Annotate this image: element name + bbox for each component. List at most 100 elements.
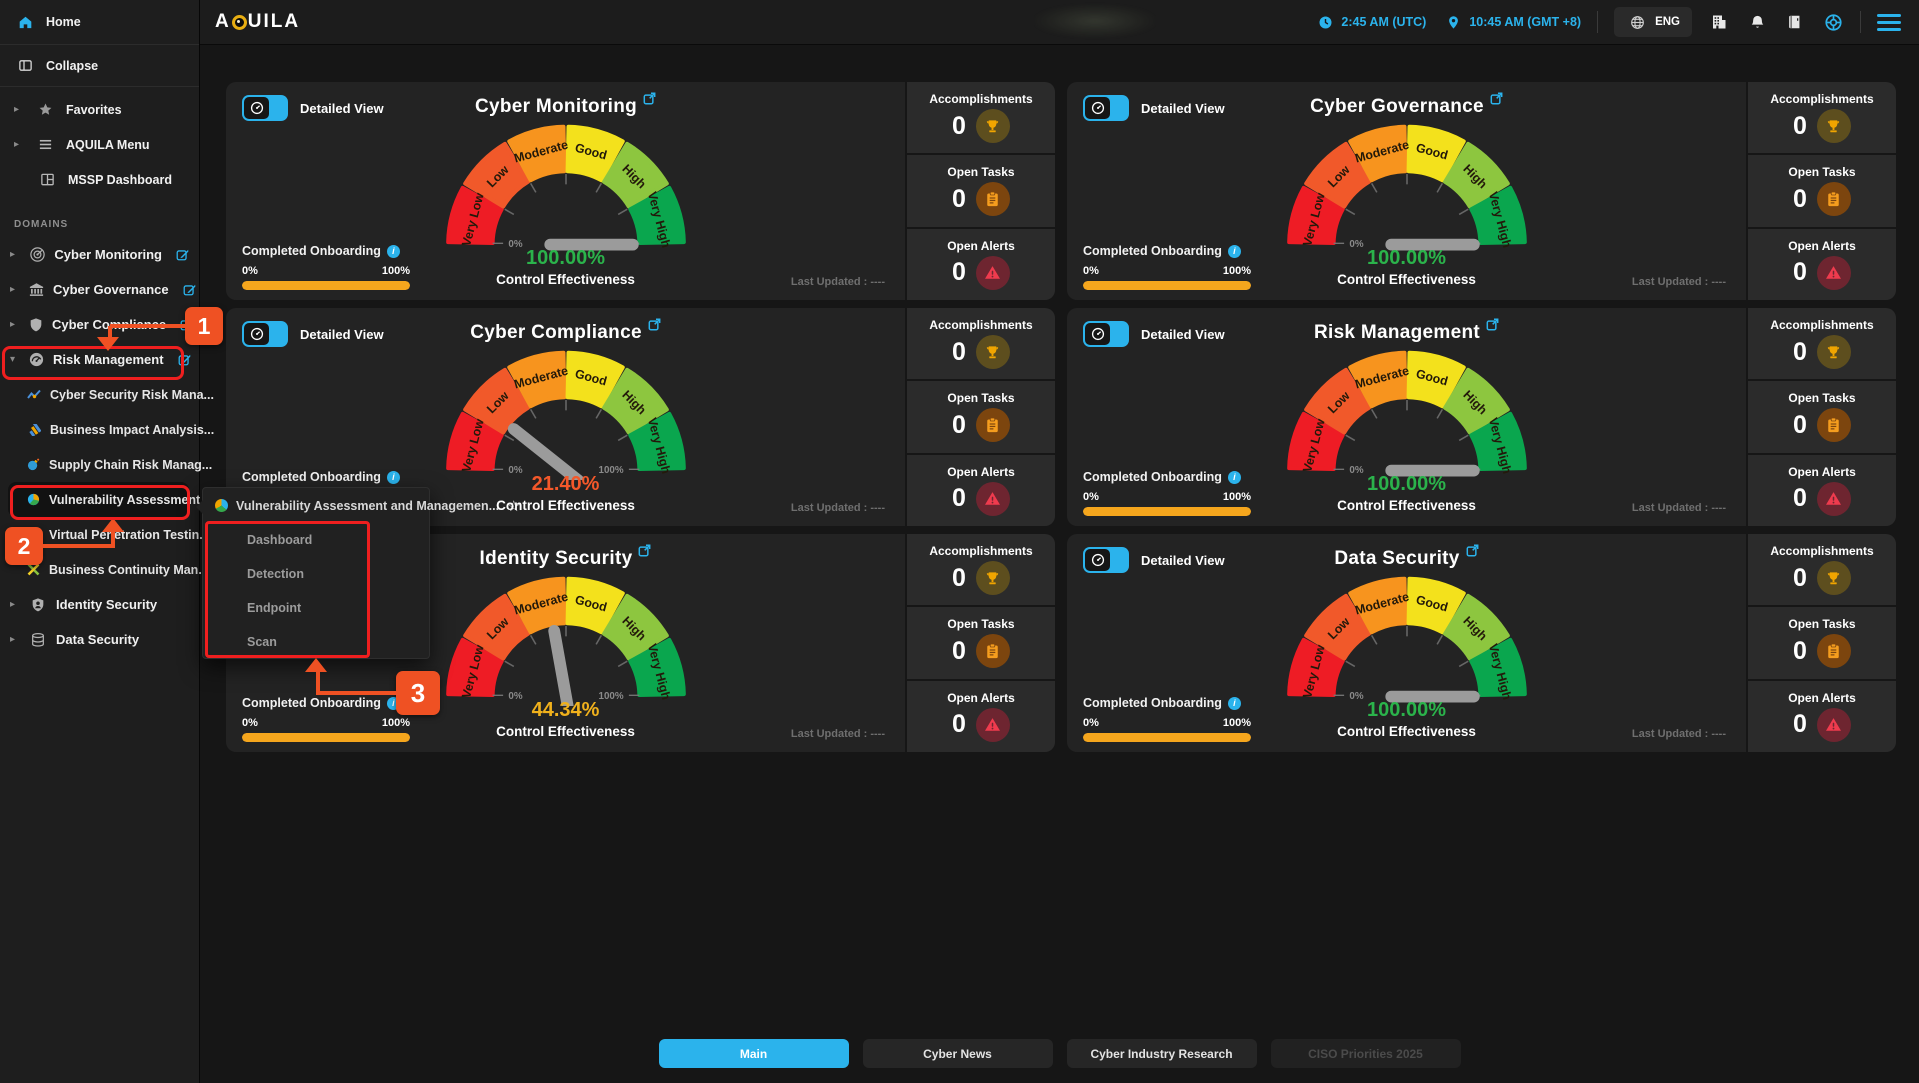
sidebar-item-home[interactable]: Home <box>0 0 199 45</box>
chevron-right-icon[interactable]: ▸ <box>10 319 16 330</box>
detailed-view-toggle[interactable] <box>242 321 288 347</box>
sidebar-item-risk-management[interactable]: ▾ Risk Management <box>0 342 199 377</box>
stat-open-alerts: Open Alerts 0 <box>1748 228 1896 300</box>
tab-main[interactable]: Main <box>658 1039 849 1068</box>
sidebar-item-cyber-monitoring[interactable]: ▸ Cyber Monitoring <box>0 237 199 272</box>
sidebar-item-aquila-menu[interactable]: ▸ AQUILA Menu <box>0 127 199 162</box>
onboarding-label: Completed Onboarding i <box>1083 470 1251 484</box>
popup-item-detection[interactable]: Detection <box>247 567 304 581</box>
info-icon[interactable]: i <box>1227 696 1241 710</box>
x-icon <box>27 563 40 576</box>
detailed-view-toggle[interactable] <box>242 95 288 121</box>
annotation-rect-vulnerability <box>10 485 190 520</box>
annotation-step-1: 1 <box>185 307 223 345</box>
last-updated: Last Updated : ---- <box>1631 502 1726 514</box>
alert-icon <box>975 481 1010 516</box>
info-icon[interactable]: i <box>1227 470 1241 484</box>
external-link-icon[interactable] <box>1486 318 1499 336</box>
popup-menu: Dashboard Detection Endpoint Scan <box>203 523 429 659</box>
wheel-icon[interactable] <box>1822 11 1844 33</box>
stat-label: Accomplishments <box>1770 544 1874 559</box>
stat-accomplishments: Accomplishments 0 <box>907 308 1055 380</box>
sidebar-item-collapse[interactable]: Collapse <box>0 45 199 87</box>
popup-title: Vulnerability Assessment and Managemen..… <box>236 498 500 513</box>
chevron-right-icon[interactable]: ▸ <box>10 284 16 295</box>
edit-icon[interactable] <box>183 283 196 296</box>
stat-label: Open Tasks <box>947 617 1015 632</box>
stat-value: 0 <box>952 563 966 592</box>
stat-open-tasks: Open Tasks 0 <box>1748 381 1896 453</box>
stat-value: 0 <box>1793 710 1807 739</box>
bell-icon[interactable] <box>1746 11 1768 33</box>
stat-open-alerts: Open Alerts 0 <box>907 228 1055 300</box>
popup-item-dashboard[interactable]: Dashboard <box>247 533 313 547</box>
external-link-icon[interactable] <box>648 318 661 336</box>
popup-item-endpoint[interactable]: Endpoint <box>247 601 302 615</box>
favorite-star-icon[interactable]: ☆ <box>507 497 521 515</box>
sidebar-subitem-business-impact-analysis[interactable]: Business Impact Analysis... <box>0 412 214 447</box>
chevron-right-icon[interactable]: ▸ <box>10 249 16 260</box>
book-icon[interactable] <box>1784 11 1806 33</box>
onboarding-label: Completed Onboarding i <box>242 244 410 258</box>
language-selector[interactable]: ENG <box>1614 7 1692 37</box>
tab-cyber-news[interactable]: Cyber News <box>862 1039 1053 1068</box>
info-icon[interactable]: i <box>386 244 400 258</box>
stat-value: 0 <box>952 410 966 439</box>
sidebar-subitem-supply-chain-risk-manag[interactable]: Supply Chain Risk Manag... <box>0 447 212 482</box>
sidebar-subitem-label: Business Impact Analysis... <box>50 422 215 437</box>
edit-icon[interactable] <box>176 248 189 261</box>
onboarding-progress-bar <box>1083 507 1251 516</box>
sidebar-item-label: Risk Management <box>53 352 164 367</box>
external-link-icon[interactable] <box>638 544 651 562</box>
tab-cyber-industry-research[interactable]: Cyber Industry Research <box>1066 1039 1257 1068</box>
control-effectiveness-value: 44.34% <box>531 699 600 721</box>
onboarding-progress-bar <box>242 281 410 290</box>
pie-icon <box>27 493 40 506</box>
detailed-view-toggle[interactable] <box>1083 547 1129 573</box>
chevron-right-icon[interactable]: ▸ <box>10 599 16 610</box>
building-icon[interactable] <box>1708 11 1730 33</box>
control-effectiveness-label: Control Effectiveness <box>1337 724 1476 739</box>
gauge-mini-icon <box>244 323 269 345</box>
sidebar-subitem-label: Cyber Security Risk Mana... <box>50 387 214 402</box>
tab-ciso-priorities-2025[interactable]: CISO Priorities 2025 <box>1270 1039 1461 1068</box>
chevron-right-icon[interactable]: ▸ <box>10 634 16 645</box>
external-link-icon[interactable] <box>1490 92 1503 110</box>
sidebar-item-mssp-dashboard[interactable]: MSSP Dashboard <box>0 162 199 197</box>
home-label: Home <box>46 15 81 29</box>
control-effectiveness-label: Control Effectiveness <box>1337 498 1476 513</box>
control-effectiveness-label: Control Effectiveness <box>496 498 635 513</box>
annotation-arrowhead-3 <box>305 658 327 672</box>
redacted-text <box>1035 4 1155 38</box>
external-link-icon[interactable] <box>1466 544 1479 562</box>
popup-item-scan[interactable]: Scan <box>247 635 277 649</box>
stat-open-alerts: Open Alerts 0 <box>1748 454 1896 526</box>
sidebar-item-favorites[interactable]: ▸ Favorites <box>0 92 199 127</box>
onboarding-block: Completed Onboarding i 0% 100% <box>1083 696 1251 742</box>
domain-card-cyber-monitoring: Detailed View Cyber Monitoring Very Low L… <box>226 82 1055 300</box>
info-icon[interactable]: i <box>386 470 400 484</box>
sidebar-item-cyber-governance[interactable]: ▸ Cyber Governance <box>0 272 199 307</box>
bars-icon <box>27 423 41 436</box>
svg-text:100%: 100% <box>598 465 623 476</box>
sidebar-subitem-business-continuity-man[interactable]: Business Continuity Man... <box>0 552 209 587</box>
onboarding-progress-bar <box>1083 733 1251 742</box>
last-updated: Last Updated : ---- <box>1631 728 1726 740</box>
info-icon[interactable]: i <box>1227 244 1241 258</box>
location-pin-icon <box>1442 11 1464 33</box>
stat-label: Open Tasks <box>947 165 1015 180</box>
stat-value: 0 <box>952 184 966 213</box>
detailed-view-toggle[interactable] <box>1083 95 1129 121</box>
sidebar-item-identity-security[interactable]: ▸ Identity Security <box>0 587 199 622</box>
detailed-view-toggle[interactable] <box>1083 321 1129 347</box>
hamburger-menu-icon[interactable] <box>1877 13 1901 31</box>
range-max: 100% <box>1222 717 1251 729</box>
sidebar-item-data-security[interactable]: ▸ Data Security <box>0 622 199 657</box>
chevron-down-icon[interactable]: ▾ <box>10 354 16 365</box>
sidebar-subitem-cyber-security-risk-mana[interactable]: Cyber Security Risk Mana... <box>0 377 214 412</box>
external-link-icon[interactable] <box>643 92 656 110</box>
stat-label: Accomplishments <box>929 318 1033 333</box>
